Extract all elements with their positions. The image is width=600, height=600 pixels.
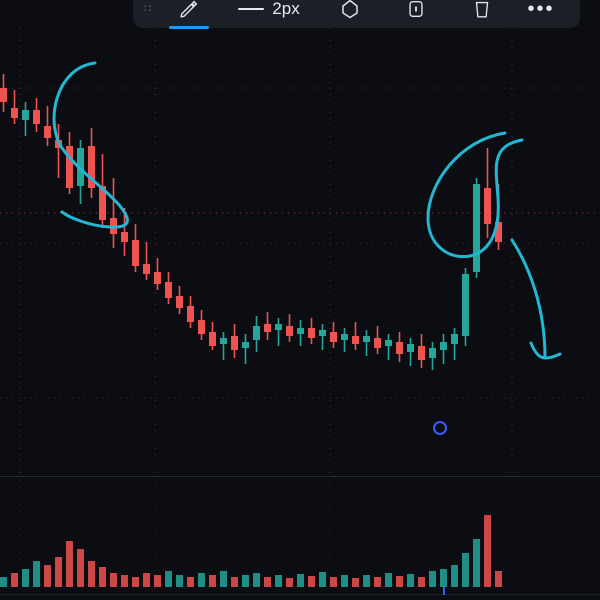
- down-arrow: [510, 238, 547, 360]
- color-swatch-icon: [342, 0, 358, 19]
- left-circle-highlight: [52, 61, 129, 229]
- color-picker-button[interactable]: [317, 0, 383, 26]
- draw-tool-button[interactable]: [157, 0, 221, 29]
- blue-circle-marker: [529, 341, 562, 360]
- trash-icon: [475, 1, 489, 18]
- right-circle-highlight: [426, 131, 524, 259]
- line-width-icon: [238, 8, 265, 10]
- pencil-draw-icon: [180, 0, 198, 18]
- chart-container[interactable]: 10Tháng 11Tháng 122026: [0, 28, 600, 600]
- price-grid: [0, 28, 600, 473]
- drawing-toolbar[interactable]: ∷ 2px: [133, 0, 580, 29]
- price-pane[interactable]: [0, 28, 600, 473]
- line-width-label: 2px: [272, 0, 300, 18]
- volume-chart-svg: [0, 480, 513, 595]
- more-options-button[interactable]: •••: [515, 0, 567, 26]
- time-axis[interactable]: 10Tháng 11Tháng 122026: [0, 587, 600, 600]
- more-dots-icon: •••: [527, 0, 555, 20]
- line-width-button[interactable]: 2px: [221, 0, 317, 26]
- blue-circle-marker[interactable]: [433, 421, 447, 435]
- candlestick-series: [0, 74, 502, 370]
- lock-icon: [409, 0, 423, 18]
- delete-tool-button[interactable]: [449, 0, 515, 26]
- pane-divider: [0, 476, 600, 477]
- drag-handle[interactable]: ∷: [144, 3, 152, 15]
- lock-tool-button[interactable]: [383, 0, 449, 26]
- freehand-annotations[interactable]: [52, 61, 562, 360]
- volume-pane[interactable]: [0, 480, 600, 595]
- crosshair-tick: [443, 587, 445, 595]
- volume-series: [0, 515, 502, 587]
- price-chart-svg: [0, 28, 600, 473]
